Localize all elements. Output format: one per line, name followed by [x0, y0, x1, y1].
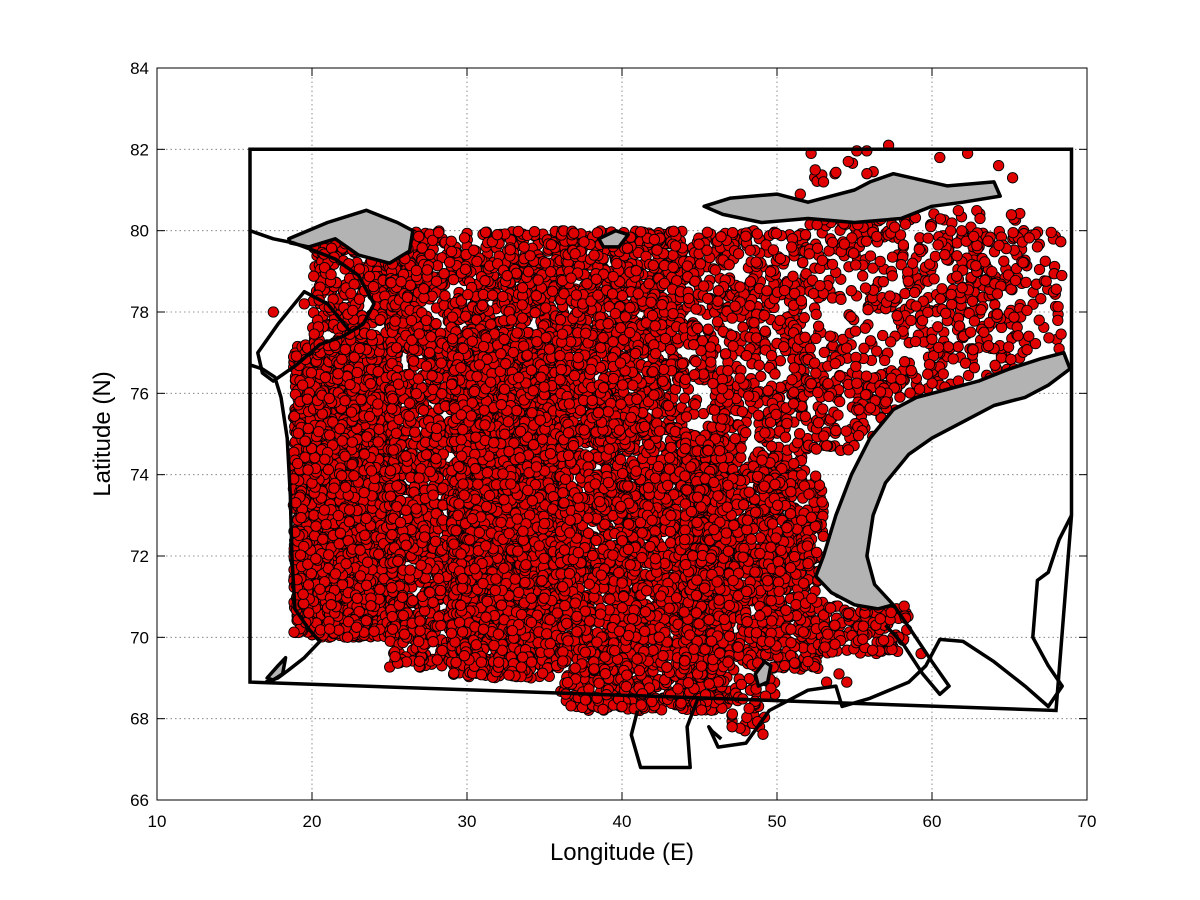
observation-points-layer [267, 139, 1068, 740]
data-point [365, 600, 377, 612]
data-point [319, 453, 331, 465]
data-point [340, 558, 352, 570]
data-point [439, 290, 451, 302]
data-point [354, 544, 366, 556]
data-point [314, 583, 326, 595]
data-point [305, 367, 318, 379]
data-point [303, 607, 315, 619]
data-point [298, 597, 310, 610]
data-point [319, 371, 332, 384]
data-point [358, 448, 371, 460]
data-point [320, 518, 332, 531]
data-point [430, 318, 442, 330]
data-point [310, 553, 322, 565]
data-point [347, 304, 359, 317]
data-point [360, 615, 372, 627]
data-point [333, 624, 345, 636]
data-point [313, 425, 325, 438]
data-point [351, 592, 363, 604]
data-point [334, 527, 347, 539]
data-point [323, 392, 335, 405]
data-point [365, 329, 378, 341]
data-point [308, 509, 320, 521]
data-point [344, 378, 356, 391]
data-point [339, 343, 351, 356]
data-point [443, 256, 456, 268]
data-point [288, 626, 300, 638]
data-point [334, 423, 346, 435]
data-point [336, 435, 348, 447]
data-point [372, 436, 384, 448]
data-point [359, 529, 371, 541]
data-point [332, 509, 345, 522]
data-point [345, 406, 358, 418]
data-point [325, 268, 337, 281]
data-point [322, 464, 335, 476]
data-point [318, 504, 331, 516]
data-point [374, 583, 386, 595]
data-point [367, 280, 380, 293]
data-point [403, 397, 416, 409]
data-point [297, 588, 309, 600]
data-point [479, 226, 492, 239]
data-point [292, 427, 304, 439]
data-point [355, 393, 367, 406]
data-point [361, 556, 374, 568]
data-point [291, 457, 304, 470]
data-point [324, 429, 336, 441]
data-point [329, 568, 342, 580]
data-point [361, 431, 373, 443]
data-point [351, 366, 363, 379]
data-point [308, 328, 320, 340]
data-point [317, 533, 329, 545]
data-point [328, 482, 340, 494]
data-point [368, 625, 380, 637]
data-point [343, 516, 356, 528]
data-point [360, 512, 372, 525]
data-point [301, 393, 314, 405]
data-point [363, 410, 376, 423]
data-point [360, 579, 373, 591]
data-point [348, 470, 360, 482]
data-point [325, 599, 337, 611]
data-point [310, 520, 322, 532]
data-point [302, 464, 314, 476]
data-point [308, 270, 320, 282]
data-point [336, 353, 348, 365]
data-point [339, 481, 352, 493]
data-point [384, 465, 397, 477]
data-point [302, 422, 314, 435]
data-point [373, 423, 385, 435]
data-point [346, 458, 358, 471]
data-point [332, 368, 344, 380]
data-point [343, 504, 356, 516]
data-point [295, 511, 307, 524]
data-point [323, 549, 335, 561]
data-point [305, 567, 317, 580]
data-point [458, 232, 471, 244]
data-point [364, 378, 377, 390]
data-point [323, 623, 336, 635]
data-point [346, 436, 358, 448]
data-point [345, 287, 357, 300]
data-point [365, 465, 378, 477]
data-point [471, 255, 483, 268]
data-point [350, 621, 363, 633]
data-point [339, 395, 351, 407]
data-point [354, 342, 366, 355]
data-point [294, 549, 307, 561]
data-point [486, 289, 499, 301]
data-point [358, 486, 370, 499]
data-point [372, 398, 384, 410]
data-point [374, 314, 386, 326]
data-point [354, 570, 367, 582]
data-point [413, 472, 425, 484]
data-point [512, 225, 524, 238]
data-point [363, 270, 376, 283]
data-point [336, 470, 348, 482]
